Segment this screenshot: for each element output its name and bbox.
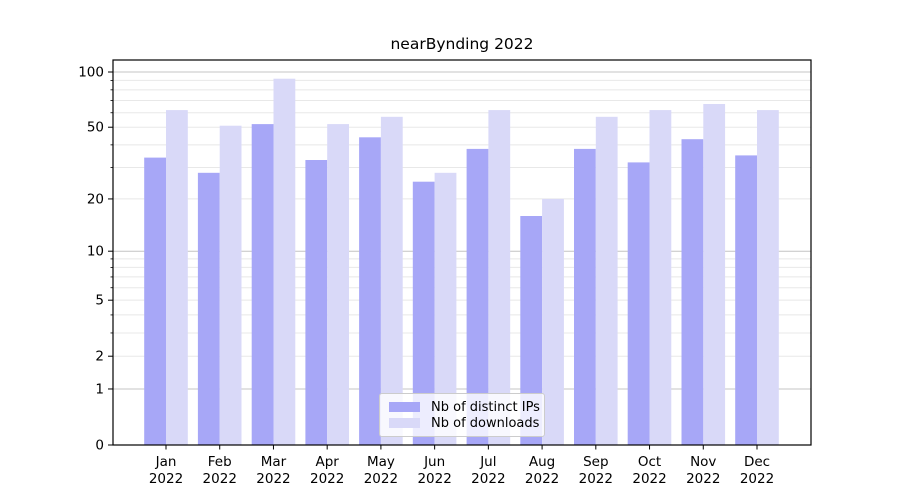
x-tick-label-month-nov: Nov (690, 454, 716, 470)
x-tick-label-month-jun: Jun (423, 454, 445, 470)
y-tick-label-5: 5 (95, 293, 104, 309)
x-tick-label-month-may: May (367, 454, 395, 470)
bar-downloads-jul (488, 110, 511, 445)
x-tick-label-year-may: 2022 (364, 471, 398, 487)
bar-distinct-ips-sep (574, 148, 596, 445)
x-tick-label-year-mar: 2022 (256, 471, 290, 487)
bar-distinct-ips-jan (144, 157, 166, 445)
bar-downloads-sep (595, 116, 618, 446)
y-tick-label-1: 1 (95, 381, 104, 397)
x-tick-label-month-aug: Aug (529, 454, 555, 470)
legend-swatch-distinct-ips (389, 402, 420, 412)
y-tick-label-2: 2 (95, 349, 104, 365)
x-tick-label-year-feb: 2022 (203, 471, 237, 487)
x-tick-label-year-jan: 2022 (149, 471, 183, 487)
x-tick-label-month-sep: Sep (583, 454, 608, 470)
bar-downloads-feb (219, 125, 242, 445)
x-tick-label-year-jun: 2022 (417, 471, 451, 487)
x-tick-label-year-apr: 2022 (310, 471, 344, 487)
legend-item-distinct-ips: Nb of distinct IPs (389, 400, 540, 415)
y-tick-label-50: 50 (87, 120, 104, 136)
bar-distinct-ips-oct (627, 162, 650, 445)
bar-distinct-ips-dec (735, 155, 757, 445)
bar-distinct-ips-apr (305, 160, 328, 445)
x-tick-label-year-jul: 2022 (471, 471, 505, 487)
x-tick-label-month-dec: Dec (744, 454, 770, 470)
y-tick-label-20: 20 (87, 191, 104, 207)
legend: Nb of distinct IPs Nb of downloads (379, 393, 545, 437)
bar-downloads-apr (327, 124, 349, 445)
x-tick-label-month-apr: Apr (316, 454, 340, 470)
x-tick-label-month-jan: Jan (155, 454, 177, 470)
legend-label-distinct-ips: Nb of distinct IPs (431, 399, 540, 415)
x-tick-label-year-nov: 2022 (686, 471, 720, 487)
bar-downloads-may (380, 116, 403, 446)
y-tick-label-10: 10 (87, 244, 104, 260)
chart-title: nearBynding 2022 (390, 35, 534, 53)
bar-distinct-ips-nov (681, 139, 704, 445)
x-tick-label-year-sep: 2022 (579, 471, 613, 487)
legend-item-downloads: Nb of downloads (389, 415, 540, 431)
bar-downloads-oct (649, 110, 672, 445)
x-tick-label-year-oct: 2022 (632, 471, 666, 487)
x-tick-label-year-aug: 2022 (525, 471, 559, 487)
bar-distinct-ips-aug (520, 216, 543, 445)
x-tick-label-month-oct: Oct (638, 454, 661, 470)
plot-border (112, 59, 812, 446)
bar-downloads-dec (757, 110, 779, 445)
y-tick-label-0: 0 (95, 438, 104, 454)
bar-downloads-jun (434, 172, 457, 446)
bar-distinct-ips-jul (466, 148, 489, 445)
legend-swatch-downloads (389, 418, 420, 428)
bar-distinct-ips-feb (197, 172, 220, 446)
x-tick-label-month-jul: Jul (479, 454, 496, 470)
bar-distinct-ips-jun (412, 181, 435, 445)
x-tick-label-month-feb: Feb (208, 454, 232, 470)
y-tick-label-100: 100 (78, 64, 104, 80)
bar-distinct-ips-mar (251, 124, 274, 445)
bar-downloads-nov (703, 104, 726, 445)
bar-downloads-mar (273, 78, 296, 445)
legend-label-downloads: Nb of downloads (431, 415, 540, 431)
bar-downloads-aug (542, 198, 564, 445)
bar-downloads-jan (166, 110, 188, 445)
x-tick-label-month-mar: Mar (261, 454, 287, 470)
bar-distinct-ips-may (359, 137, 381, 446)
x-tick-label-year-dec: 2022 (740, 471, 774, 487)
